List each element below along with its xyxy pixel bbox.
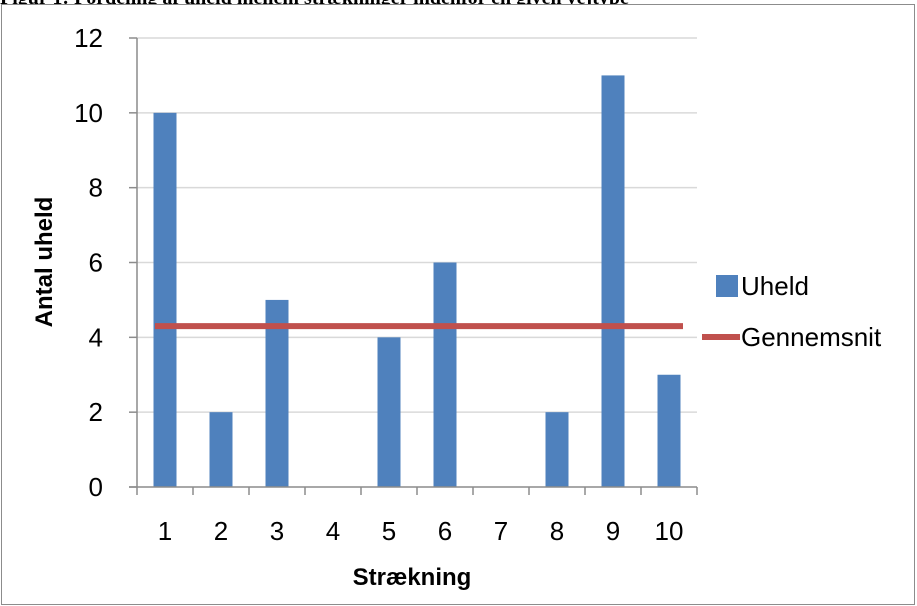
x-tick-label: 7 <box>494 516 508 546</box>
x-tick-label: 10 <box>655 516 684 546</box>
y-tick-label: 8 <box>89 173 103 203</box>
chart-frame <box>1 4 915 605</box>
y-tick-label: 2 <box>89 397 103 427</box>
x-tick-label: 2 <box>214 516 228 546</box>
x-axis-title: Strækning <box>353 564 472 591</box>
y-tick-label: 12 <box>74 23 103 53</box>
bar <box>657 374 681 487</box>
y-tick-label: 0 <box>89 472 103 502</box>
bar <box>209 412 233 487</box>
x-tick-label: 6 <box>438 516 452 546</box>
y-tick-labels: 0 2 4 6 8 10 12 <box>74 23 103 502</box>
bar <box>153 112 177 487</box>
bar <box>601 75 625 488</box>
x-tick-label: 9 <box>606 516 620 546</box>
x-tick-label: 3 <box>270 516 284 546</box>
x-tick-label: 1 <box>158 516 172 546</box>
bar <box>377 337 401 487</box>
bar <box>265 299 289 487</box>
x-tick-label: 5 <box>382 516 396 546</box>
x-tick-label: 4 <box>326 516 340 546</box>
y-tick-label: 6 <box>89 248 103 278</box>
y-axis-title: Antal uheld <box>31 197 58 328</box>
legend: Uheld Gennemsnit <box>702 271 882 352</box>
y-tick-label: 4 <box>89 322 103 352</box>
bars <box>153 75 681 488</box>
axes <box>129 37 698 495</box>
legend-swatch-uheld <box>716 275 738 297</box>
bar <box>545 412 569 487</box>
legend-label-gennemsnit: Gennemsnit <box>741 322 882 352</box>
x-tick-label: 8 <box>550 516 564 546</box>
bar <box>433 262 457 487</box>
legend-label-uheld: Uheld <box>741 271 809 301</box>
x-tick-labels: 1 2 3 4 5 6 7 8 9 10 <box>158 516 684 546</box>
y-tick-label: 10 <box>74 98 103 128</box>
